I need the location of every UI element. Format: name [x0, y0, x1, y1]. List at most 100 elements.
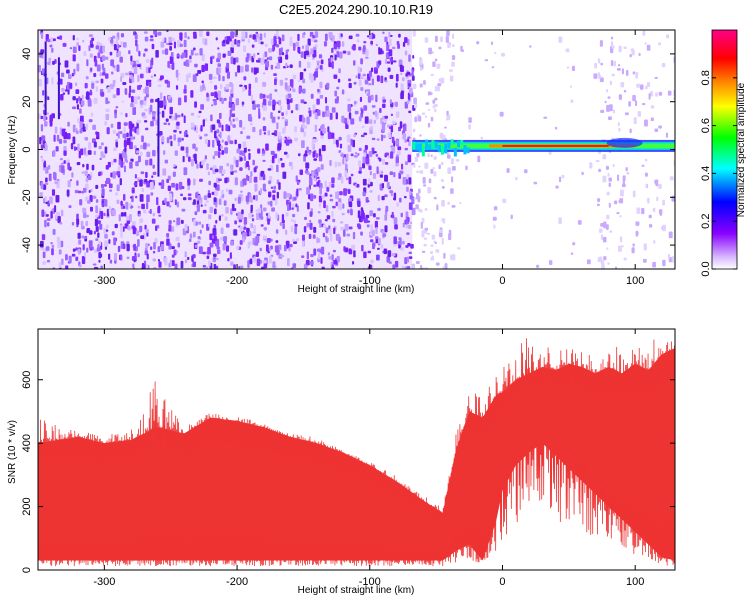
sparse-speckle: [646, 44, 651, 51]
noise-speckle: [58, 262, 62, 269]
noise-speckle: [348, 248, 353, 255]
noise-speckle: [105, 113, 110, 121]
noise-speckle: [144, 86, 149, 95]
noise-speckle: [75, 89, 80, 94]
noise-speckle: [143, 53, 146, 57]
noise-speckle: [264, 51, 268, 58]
noise-speckle: [169, 106, 173, 115]
noise-speckle: [124, 134, 127, 141]
noise-speckle: [356, 39, 360, 43]
noise-speckle: [302, 240, 305, 247]
noise-speckle: [40, 155, 43, 159]
noise-speckle: [156, 224, 160, 229]
noise-speckle: [201, 160, 205, 166]
noise-speckle: [250, 171, 253, 177]
noise-speckle: [382, 96, 386, 100]
noise-speckle: [204, 133, 208, 137]
sparse-speckle: [606, 104, 610, 112]
noise-speckle: [380, 75, 384, 84]
sparse-speckle: [414, 156, 419, 162]
noise-speckle: [164, 197, 167, 204]
noise-speckle: [78, 239, 82, 245]
noise-speckle: [202, 251, 206, 255]
noise-speckle: [60, 209, 64, 217]
noise-speckle: [105, 164, 109, 170]
noise-speckle: [319, 81, 323, 89]
sparse-speckle: [413, 163, 416, 169]
noise-speckle: [43, 115, 46, 122]
noise-speckle: [190, 90, 194, 98]
noise-speckle: [76, 37, 79, 41]
noise-speckle: [316, 237, 319, 244]
sparse-speckle: [586, 259, 591, 265]
noise-speckle: [253, 256, 256, 263]
noise-speckle: [177, 114, 181, 118]
noise-speckle: [91, 82, 95, 89]
colorbar-scale: [711, 29, 738, 270]
sparse-speckle: [451, 204, 456, 208]
noise-speckle: [361, 244, 364, 252]
noise-speckle: [197, 115, 201, 118]
noise-speckle: [137, 74, 140, 83]
noise-speckle: [63, 150, 67, 156]
noise-speckle: [137, 96, 141, 100]
noise-speckle: [58, 138, 63, 144]
spectrogram-y-tick-label: -20: [21, 189, 33, 205]
noise-speckle: [392, 120, 396, 125]
noise-speckle: [183, 167, 188, 176]
noise-speckle: [347, 51, 351, 56]
noise-speckle: [206, 92, 209, 98]
noise-speckle: [277, 56, 280, 60]
noise-speckle: [263, 239, 268, 242]
noise-speckle: [125, 215, 130, 222]
spectrogram-y-tick-label: 40: [21, 48, 33, 60]
noise-speckle: [405, 245, 409, 248]
noise-speckle: [216, 129, 220, 134]
noise-speckle: [369, 239, 374, 243]
noise-speckle: [285, 212, 289, 217]
sparse-speckle: [608, 116, 612, 120]
noise-speckle: [274, 198, 278, 206]
noise-speckle: [228, 189, 233, 195]
colorbar-tick-label: 0.0: [700, 261, 712, 276]
noise-speckle: [198, 30, 203, 38]
noise-speckle: [184, 259, 188, 264]
noise-speckle: [295, 103, 298, 111]
sparse-speckle: [427, 232, 431, 236]
noise-speckle: [128, 50, 131, 55]
noise-speckle: [129, 202, 132, 207]
sparse-speckle: [419, 58, 423, 66]
noise-speckle: [273, 78, 277, 86]
noise-speckle: [278, 131, 281, 140]
noise-speckle: [68, 205, 72, 209]
noise-speckle: [293, 241, 298, 245]
noise-speckle: [59, 221, 63, 225]
noise-speckle: [120, 224, 124, 233]
sparse-speckle: [649, 224, 653, 228]
noise-speckle: [358, 79, 362, 87]
noise-speckle: [247, 38, 250, 44]
noise-speckle: [79, 121, 83, 129]
noise-speckle: [141, 203, 145, 210]
sparse-speckle: [623, 90, 627, 93]
noise-speckle: [164, 257, 168, 266]
sparse-speckle: [440, 36, 443, 43]
noise-speckle: [399, 64, 403, 72]
noise-speckle: [316, 248, 321, 252]
sparse-speckle: [610, 36, 614, 40]
noise-speckle: [78, 150, 81, 159]
noise-speckle: [386, 256, 391, 263]
noise-speckle: [95, 238, 99, 241]
noise-speckle: [60, 240, 64, 248]
noise-speckle: [234, 177, 238, 186]
noise-speckle: [412, 55, 415, 59]
noise-speckle: [90, 188, 93, 193]
noise-speckle: [303, 263, 307, 269]
noise-speckle: [385, 152, 389, 156]
noise-speckle: [176, 201, 180, 208]
colorbar-ticks: 0.00.20.40.60.8: [700, 70, 737, 277]
signal-track-wiggle: [412, 141, 416, 150]
noise-speckle: [331, 177, 335, 184]
noise-speckle: [197, 194, 201, 201]
